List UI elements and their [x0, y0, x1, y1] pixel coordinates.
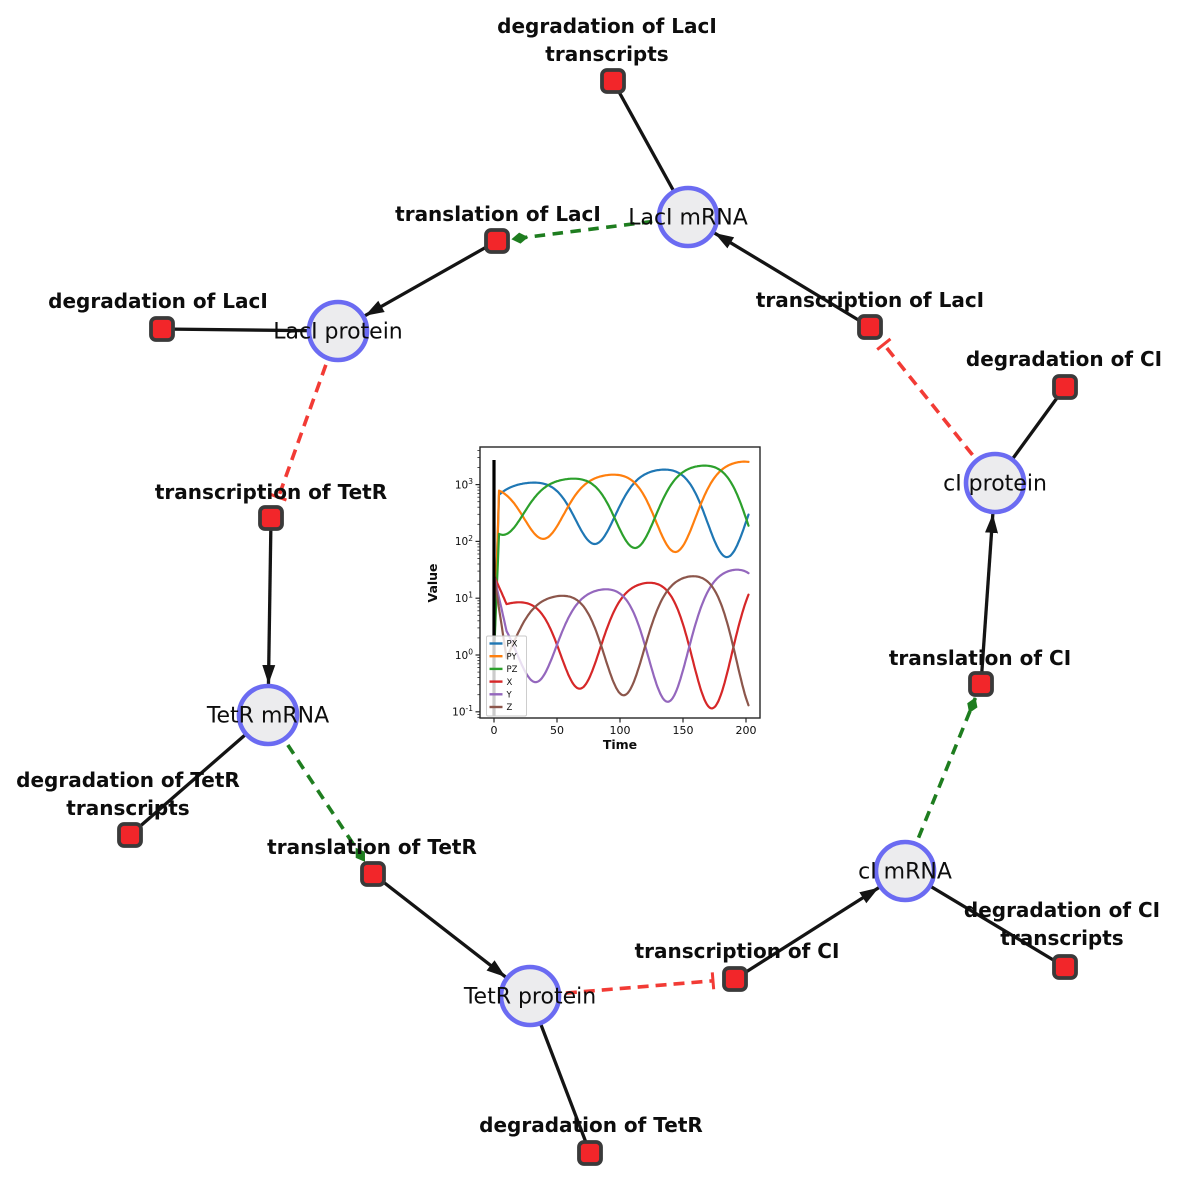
curve-X	[492, 574, 750, 710]
legend-entry: PZ	[507, 665, 518, 675]
y-axis-label: Value	[425, 563, 440, 602]
curve-Z	[492, 574, 750, 707]
reaction-label-deg-ci: degradation of CI	[966, 347, 1162, 371]
x-tick-label: 200	[736, 724, 757, 737]
edges-layer	[128, 80, 1067, 1154]
species-node-tetr-mrna	[236, 683, 300, 747]
modifier-edge-ci-mrna-to-translation-ci	[903, 697, 978, 872]
species-node-tetr-protein	[498, 964, 562, 1028]
reaction-node-transcription-ci	[722, 966, 748, 992]
production-edge-transcription-tetr-to-tetr-mrna	[262, 517, 276, 685]
y-tick-label: 103	[455, 477, 473, 491]
legend-entry: X	[507, 678, 513, 688]
y-tick-label: 10-1	[452, 704, 473, 718]
reaction-label-deg-laci-transcripts: degradation of LacI transcripts	[497, 14, 717, 66]
reaction-node-deg-laci-transcripts	[600, 68, 626, 94]
reaction-label-translation-laci: translation of LacI	[395, 202, 601, 226]
reaction-node-transcription-laci	[857, 314, 883, 340]
reaction-node-deg-laci	[149, 316, 175, 342]
y-tick-label: 102	[455, 534, 473, 548]
curve-PZ	[492, 464, 750, 657]
plot-axes: 0 50 100 150 200 10-1 100 101 102 103 Time Value	[425, 450, 757, 752]
species-label-laci-mrna: LacI mRNA	[628, 206, 748, 231]
reaction-node-translation-laci	[484, 228, 510, 254]
production-edge-translation-tetr-to-tetr-protein	[371, 872, 507, 979]
modifier-edge-tetr-mrna-to-translation-tetr	[266, 714, 367, 863]
curve-PY	[492, 460, 750, 657]
curve-PX	[492, 468, 750, 657]
production-edge-translation-laci-to-laci-protein	[364, 239, 498, 318]
nodes-layer	[117, 68, 1078, 1166]
species-label-tetr-protein: TetR protein	[463, 985, 596, 1010]
reaction-label-transcription-ci: transcription of CI	[635, 939, 840, 963]
legend-entry: Z	[507, 703, 513, 713]
reaction-label-deg-tetr: degradation of TetR	[479, 1113, 703, 1137]
x-axis-label: Time	[603, 737, 637, 752]
species-label-ci-protein: cI protein	[943, 472, 1047, 497]
species-label-tetr-mrna: TetR mRNA	[206, 704, 329, 729]
production-edge-translation-ci-to-ci-protein	[979, 513, 999, 685]
reaction-node-deg-tetr	[577, 1140, 603, 1166]
reaction-label-transcription-laci: transcription of LacI	[756, 288, 984, 312]
species-node-ci-mrna	[873, 839, 937, 903]
production-edge-transcription-laci-to-laci-mrna	[713, 231, 871, 329]
legend-entry: PY	[507, 652, 518, 662]
reaction-label-transcription-tetr: transcription of TetR	[155, 480, 387, 504]
inhibition-edge-ci-protein-to-transcription-laci	[876, 337, 997, 485]
x-tick-label: 0	[491, 724, 498, 737]
reaction-label-deg-tetr-transcripts: degradation of TetR transcripts	[16, 768, 240, 820]
reaction-label-translation-tetr: translation of TetR	[267, 835, 477, 859]
timeseries-plot: 0 50 100 150 20010-1100101102103TimeValuePXP…	[425, 446, 761, 752]
plot-frame	[479, 446, 761, 719]
reaction-node-deg-ci	[1052, 374, 1078, 400]
inhibition-edge-tetr-protein-to-transcription-ci	[529, 972, 716, 998]
legend-entry: PX	[507, 640, 518, 650]
production-edge-transcription-ci-to-ci-mrna	[734, 886, 880, 981]
modifier-edge-laci-mrna-to-translation-laci	[511, 215, 689, 244]
species-label-ci-mrna: cI mRNA	[858, 860, 952, 885]
x-tick-label: 150	[673, 724, 694, 737]
x-tick-label: 50	[550, 724, 564, 737]
reaction-node-deg-tetr-transcripts	[117, 822, 143, 848]
inhibition-edge-laci-protein-to-transcription-tetr	[269, 330, 340, 502]
labels-layer: LacI mRNA LacI protein TetR mRNA TetR prote…	[16, 14, 1162, 1137]
x-tick-label: 100	[610, 724, 631, 737]
species-node-ci-protein	[963, 451, 1027, 515]
reaction-label-translation-ci: translation of CI	[889, 646, 1071, 670]
species-node-laci-mrna	[656, 185, 720, 249]
reaction-node-translation-tetr	[360, 861, 386, 887]
legend-entry: Y	[506, 691, 513, 701]
reaction-node-translation-ci	[968, 671, 994, 697]
reaction-label-deg-ci-transcripts: degradation of CI transcripts	[964, 898, 1160, 950]
reaction-label-deg-laci: degradation of LacI	[48, 289, 268, 313]
reaction-node-deg-ci-transcripts	[1052, 954, 1078, 980]
species-label-laci-protein: LacI protein	[273, 320, 403, 345]
curve-Y	[492, 568, 750, 703]
y-tick-label: 100	[455, 647, 473, 661]
y-tick-label: 101	[455, 591, 473, 605]
legend: PX PY PZ XYZ	[486, 635, 527, 717]
species-node-laci-protein	[306, 299, 370, 363]
reaction-node-transcription-tetr	[258, 505, 284, 531]
